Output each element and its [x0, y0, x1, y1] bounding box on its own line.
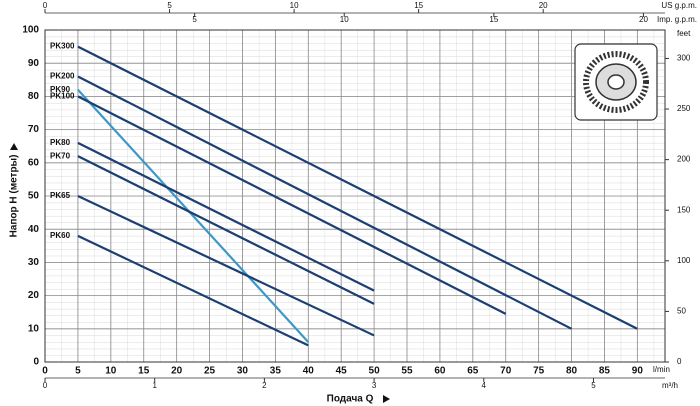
series-label: PK70: [50, 151, 71, 160]
x-tick-label: 5: [75, 366, 81, 377]
x-arrow: [383, 395, 390, 403]
x-tick-label: 75: [533, 366, 545, 377]
x-tick-label: 25: [204, 366, 216, 377]
y2-tick-label: 250: [677, 104, 691, 113]
x-tick-label: 30: [237, 366, 249, 377]
curve: [77, 195, 375, 337]
x-tick-label: 60: [434, 366, 446, 377]
y-tick-label: 40: [28, 224, 40, 235]
axis-tick-label: 2: [262, 381, 267, 390]
x-tick-label: 50: [369, 366, 381, 377]
x-tick-label: 45: [336, 366, 348, 377]
plot-frame: [44, 29, 666, 363]
x-tick-label: 55: [401, 366, 413, 377]
x-axis-label: Подача Q: [327, 394, 374, 405]
curve: [77, 234, 309, 347]
x-tick-label: 0: [42, 366, 48, 377]
y2-tick-label: 150: [677, 205, 691, 214]
y-arrow: [10, 143, 18, 150]
axis-tick-label: 4: [482, 381, 487, 390]
y-tick-label: 70: [28, 124, 40, 135]
axis-tick-label: 0: [43, 1, 48, 10]
y2-tick-label: 50: [677, 307, 686, 316]
y-tick-label: 30: [28, 257, 40, 268]
axis-unit: US g.p.m.: [661, 1, 697, 10]
series-label: PK200: [50, 72, 75, 81]
y2-tick-label: 100: [677, 256, 691, 265]
y-tick-label: 90: [28, 58, 40, 69]
y-tick-label: 50: [28, 191, 40, 202]
axis-tick-label: 10: [290, 1, 299, 10]
x-tick-label: 20: [171, 366, 183, 377]
axis-tick-label: 10: [340, 15, 349, 24]
curve: [77, 155, 375, 305]
y-axis-label: Напор H (метры): [9, 155, 20, 238]
x-tick-label: 85: [599, 366, 611, 377]
series-label: PK60: [50, 231, 71, 240]
y-tick-label: 80: [28, 91, 40, 102]
y-tick-label: 0: [33, 357, 39, 368]
axis-tick-label: 15: [489, 15, 498, 24]
axis-tick-label: 20: [639, 15, 648, 24]
axis-tick-label: 15: [414, 1, 423, 10]
axis-tick-label: 3: [372, 381, 377, 390]
y2-tick-label: 0: [677, 357, 682, 366]
curve: [77, 45, 638, 330]
axis-tick-label: 20: [539, 1, 548, 10]
x-tick-label: 70: [500, 366, 512, 377]
y2-tick-label: 300: [677, 54, 691, 63]
axis-tick-label: 1: [152, 381, 157, 390]
x-tick-label: 15: [138, 366, 150, 377]
impeller-icon: [574, 43, 658, 121]
x-tick-label: 80: [566, 366, 578, 377]
axis-tick-label: 5: [192, 15, 197, 24]
x-tick-label: 90: [632, 366, 644, 377]
x-tick-label: 40: [303, 366, 315, 377]
series-label: PK80: [50, 138, 71, 147]
series-label: PK300: [50, 42, 75, 51]
x-tick-label: 10: [105, 366, 117, 377]
x-tick-label: 35: [270, 366, 282, 377]
curve: [77, 75, 573, 330]
curve: [77, 141, 375, 292]
axis-tick-label: 0: [43, 381, 48, 390]
axis-unit: m³/h: [662, 381, 678, 390]
x-tick-label: 65: [467, 366, 479, 377]
series-label: PK65: [50, 191, 71, 200]
y-tick-label: 20: [28, 290, 40, 301]
y2-unit: feet: [677, 29, 691, 38]
y2-tick-label: 200: [677, 155, 691, 164]
axis-unit: Imp. g.p.m.: [657, 15, 697, 24]
y-tick-label: 60: [28, 157, 40, 168]
y-tick-label: 100: [22, 25, 39, 36]
series-label: PK90: [50, 85, 71, 94]
axis-tick-label: 5: [591, 381, 596, 390]
y-tick-label: 10: [28, 323, 40, 334]
curve: [77, 95, 507, 315]
axis-tick-label: 5: [167, 1, 172, 10]
x-unit: l/min: [653, 365, 670, 374]
curve: [77, 89, 310, 343]
series-label: PK100: [50, 92, 75, 101]
